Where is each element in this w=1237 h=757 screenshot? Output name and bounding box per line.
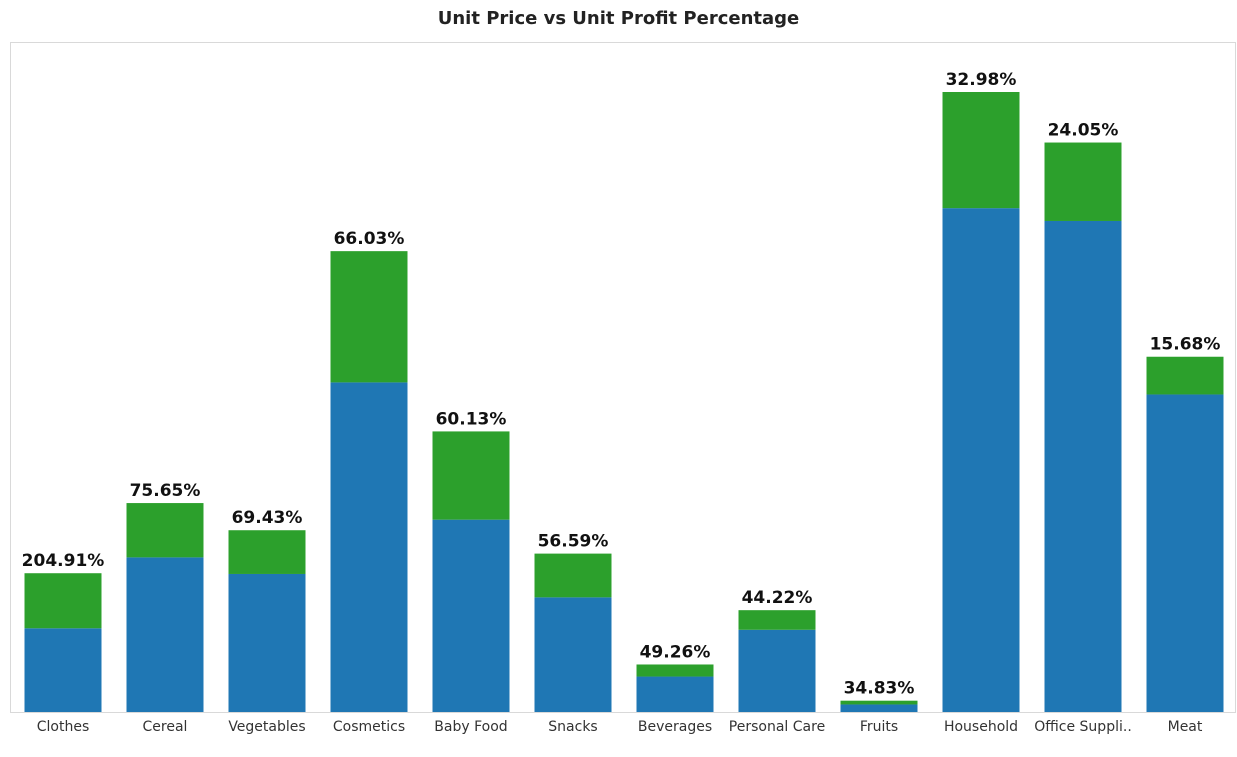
data-label: 60.13%	[436, 409, 507, 429]
bar-segment-profit-9[interactable]	[942, 92, 1020, 209]
bar-segment-price-9[interactable]	[942, 208, 1020, 713]
bar-segment-profit-2[interactable]	[228, 530, 306, 574]
bar-segment-profit-8[interactable]	[840, 700, 918, 705]
bar-segment-price-2[interactable]	[228, 573, 306, 712]
data-label: 75.65%	[130, 481, 201, 501]
bar-segment-price-0[interactable]	[24, 628, 102, 712]
data-label: 69.43%	[232, 508, 303, 528]
x-tick-label: Snacks	[548, 719, 597, 735]
bar-segment-price-5[interactable]	[534, 597, 612, 712]
data-label: 15.68%	[1150, 335, 1221, 355]
data-label: 66.03%	[334, 229, 405, 249]
bar-segment-profit-5[interactable]	[534, 553, 612, 598]
data-label: 56.59%	[538, 532, 609, 552]
data-label: 24.05%	[1048, 121, 1119, 141]
data-label: 32.98%	[946, 70, 1017, 90]
bar-segment-price-7[interactable]	[738, 629, 816, 712]
bar-segment-price-4[interactable]	[432, 519, 510, 712]
data-label: 34.83%	[844, 679, 915, 699]
chart-frame	[10, 42, 1236, 712]
x-tick-label: Clothes	[37, 719, 90, 735]
x-tick-label: Office Suppli..	[1034, 719, 1132, 735]
chart-title: Unit Price vs Unit Profit Percentage	[437, 8, 800, 29]
bar-segment-price-1[interactable]	[126, 557, 204, 712]
x-tick-label: Cosmetics	[333, 719, 405, 735]
x-tick-label: Personal Care	[729, 719, 825, 735]
x-tick-label: Cereal	[143, 719, 188, 735]
x-tick-label: Fruits	[860, 719, 898, 735]
bar-segment-profit-3[interactable]	[330, 251, 408, 383]
bar-segment-profit-11[interactable]	[1146, 356, 1224, 395]
bar-segment-price-3[interactable]	[330, 382, 408, 712]
bar-segment-price-6[interactable]	[636, 676, 714, 712]
data-label: 204.91%	[22, 551, 105, 571]
x-tick-label: Vegetables	[228, 719, 305, 735]
bar-segment-price-10[interactable]	[1044, 220, 1122, 713]
x-tick-label: Baby Food	[434, 719, 507, 735]
bar-segment-profit-0[interactable]	[24, 573, 102, 629]
data-label: 49.26%	[640, 642, 711, 662]
x-tick-label: Beverages	[638, 719, 712, 735]
x-tick-label: Meat	[1168, 719, 1203, 735]
bar-segment-price-11[interactable]	[1146, 394, 1224, 712]
bar-segment-profit-10[interactable]	[1044, 142, 1122, 221]
data-label: 44.22%	[742, 588, 813, 608]
x-tick-label: Household	[944, 719, 1018, 735]
bar-segment-profit-6[interactable]	[636, 664, 714, 677]
bar-segment-profit-7[interactable]	[738, 610, 816, 630]
bar-segment-profit-1[interactable]	[126, 503, 204, 558]
bar-segment-price-8[interactable]	[840, 704, 918, 712]
bar-segment-profit-4[interactable]	[432, 431, 510, 520]
